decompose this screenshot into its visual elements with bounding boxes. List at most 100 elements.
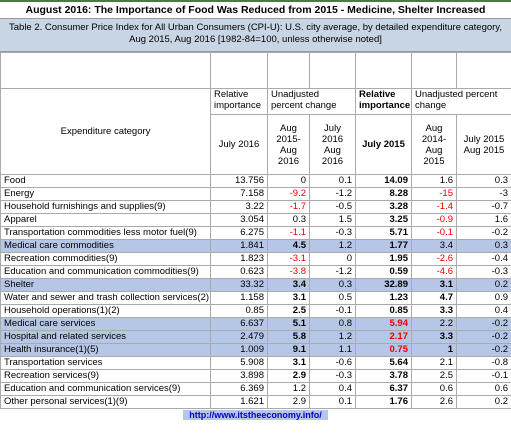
value-cell: 1.009 — [210, 343, 268, 357]
value-cell: 3.78 — [355, 369, 412, 383]
data-row: Education and communication commodities(… — [0, 265, 511, 279]
category-cell: Food — [0, 174, 211, 188]
value-cell: 1.2 — [267, 382, 310, 396]
value-cell: 1.76 — [355, 395, 412, 409]
value-cell: 1.77 — [355, 239, 412, 253]
cpi-table: Expenditure category Relative importance… — [0, 52, 511, 409]
value-cell: 6.369 — [210, 382, 268, 396]
value-cell: 2.9 — [267, 369, 310, 383]
value-cell: 3.054 — [210, 213, 268, 227]
value-cell: -4.6 — [411, 265, 457, 279]
subtitle: Table 2. Consumer Price Index for All Ur… — [0, 19, 511, 52]
category-cell: Hospital and related services — [0, 330, 211, 344]
category-cell: Energy — [0, 187, 211, 201]
data-row: Medical care commodities 1.841 4.5 1.2 1.77 3… — [0, 239, 511, 253]
value-cell: 1.621 — [210, 395, 268, 409]
data-row: Other personal services(1)(9) 1.621 2.9 0.1… — [0, 395, 511, 409]
value-cell: 0.4 — [309, 382, 356, 396]
value-cell: 2.9 — [267, 395, 310, 409]
value-cell: 5.8 — [267, 330, 310, 344]
value-cell: 3.25 — [355, 213, 412, 227]
value-cell: 1.1 — [309, 343, 356, 357]
header-cell: Unadjusted percent change — [411, 88, 511, 115]
category-cell: Health insurance(1)(5) — [0, 343, 211, 357]
value-cell: 0.623 — [210, 265, 268, 279]
value-cell: 1.5 — [309, 213, 356, 227]
header-cell: July 2015 — [355, 114, 412, 175]
header-cell: Relative importance — [210, 88, 268, 115]
value-cell: -0.3 — [456, 265, 511, 279]
value-cell: 7.158 — [210, 187, 268, 201]
value-cell: 1.823 — [210, 252, 268, 266]
value-cell: 9.1 — [267, 343, 310, 357]
category-cell: Transportation commodities less motor fu… — [0, 226, 211, 240]
value-cell: 0.3 — [456, 239, 511, 253]
header-cell: July 2016 Aug 2016 — [309, 114, 356, 175]
value-cell: 5.94 — [355, 317, 412, 331]
value-cell: -1.7 — [267, 200, 310, 214]
data-row: Household operations(1)(2) 0.85 2.5 -0.1 0.8… — [0, 304, 511, 318]
data-row: Shelter 33.32 3.4 0.3 32.89 3.1 0.2 — [0, 278, 511, 292]
value-cell: -0.2 — [456, 226, 511, 240]
value-cell: 0.5 — [309, 291, 356, 305]
spacer-row — [0, 52, 511, 89]
value-cell: 1.841 — [210, 239, 268, 253]
data-row: Food 13.756 0 0.1 14.09 1.6 0.3 — [0, 174, 511, 188]
column-header-row: July 2016 Aug 2015-Aug 2016 July 2016 Aug … — [1, 114, 511, 175]
category-cell: Water and sewer and trash collection ser… — [0, 291, 211, 305]
value-cell: 32.89 — [355, 278, 412, 292]
value-cell: 3.1 — [267, 291, 310, 305]
value-cell: 3.3 — [411, 330, 457, 344]
value-cell: 0.4 — [456, 304, 511, 318]
value-cell: 1.2 — [309, 239, 356, 253]
header-cell: July 2016 — [210, 114, 268, 175]
value-cell: 0.3 — [309, 278, 356, 292]
value-cell: 3.898 — [210, 369, 268, 383]
header-cell: Aug 2014-Aug 2015 — [411, 114, 457, 175]
value-cell: 0 — [267, 174, 310, 188]
category-cell: Recreation services(9) — [0, 369, 211, 383]
value-cell: 1 — [411, 343, 457, 357]
value-cell: 3.1 — [267, 356, 310, 370]
value-cell: 0.1 — [309, 395, 356, 409]
category-cell: Medical care commodities — [0, 239, 211, 253]
category-cell: Transportation services — [0, 356, 211, 370]
header-cell: Expenditure category — [0, 88, 211, 175]
value-cell: 2.6 — [411, 395, 457, 409]
value-cell: 5.908 — [210, 356, 268, 370]
value-cell: 3.4 — [267, 278, 310, 292]
value-cell: -1.1 — [267, 226, 310, 240]
value-cell: 8.28 — [355, 187, 412, 201]
value-cell: -0.2 — [456, 330, 511, 344]
data-row: Transportation commodities less motor fu… — [0, 226, 511, 240]
value-cell: 2.479 — [210, 330, 268, 344]
data-row: Recreation services(9) 3.898 2.9 -0.3 3.78 2.… — [0, 369, 511, 383]
value-cell: -0.5 — [309, 200, 356, 214]
value-cell: -0.6 — [309, 356, 356, 370]
data-row: Household furnishings and supplies(9) 3.2… — [0, 200, 511, 214]
value-cell: -3.8 — [267, 265, 310, 279]
value-cell: 6.637 — [210, 317, 268, 331]
header-cell: July 2015 Aug 2015 — [456, 114, 511, 175]
value-cell: 1.6 — [411, 174, 457, 188]
value-cell: -0.2 — [456, 317, 511, 331]
value-cell: 0 — [309, 252, 356, 266]
data-row: Apparel 3.054 0.3 1.5 3.25 -0.9 1.6 — [0, 213, 511, 227]
value-cell: 1.6 — [456, 213, 511, 227]
header-cell: Relative importance — [355, 88, 412, 115]
category-cell: Medical care services — [0, 317, 211, 331]
category-cell: Shelter — [0, 278, 211, 292]
value-cell: -3 — [456, 187, 511, 201]
category-cell: Education and communication services(9) — [0, 382, 211, 396]
value-cell: -0.8 — [456, 356, 511, 370]
value-cell: 3.3 — [411, 304, 457, 318]
value-cell: -0.1 — [309, 304, 356, 318]
value-cell: 13.756 — [210, 174, 268, 188]
data-row: Hospital and related services 2.479 5.8 1.2… — [0, 330, 511, 344]
value-cell: 14.09 — [355, 174, 412, 188]
header-cell: Aug 2015-Aug 2016 — [267, 114, 310, 175]
value-cell: -0.3 — [309, 369, 356, 383]
value-cell: 0.2 — [456, 278, 511, 292]
footer-link[interactable]: http://www.itstheeconomy.info/ — [183, 410, 328, 420]
value-cell: -1.2 — [309, 265, 356, 279]
